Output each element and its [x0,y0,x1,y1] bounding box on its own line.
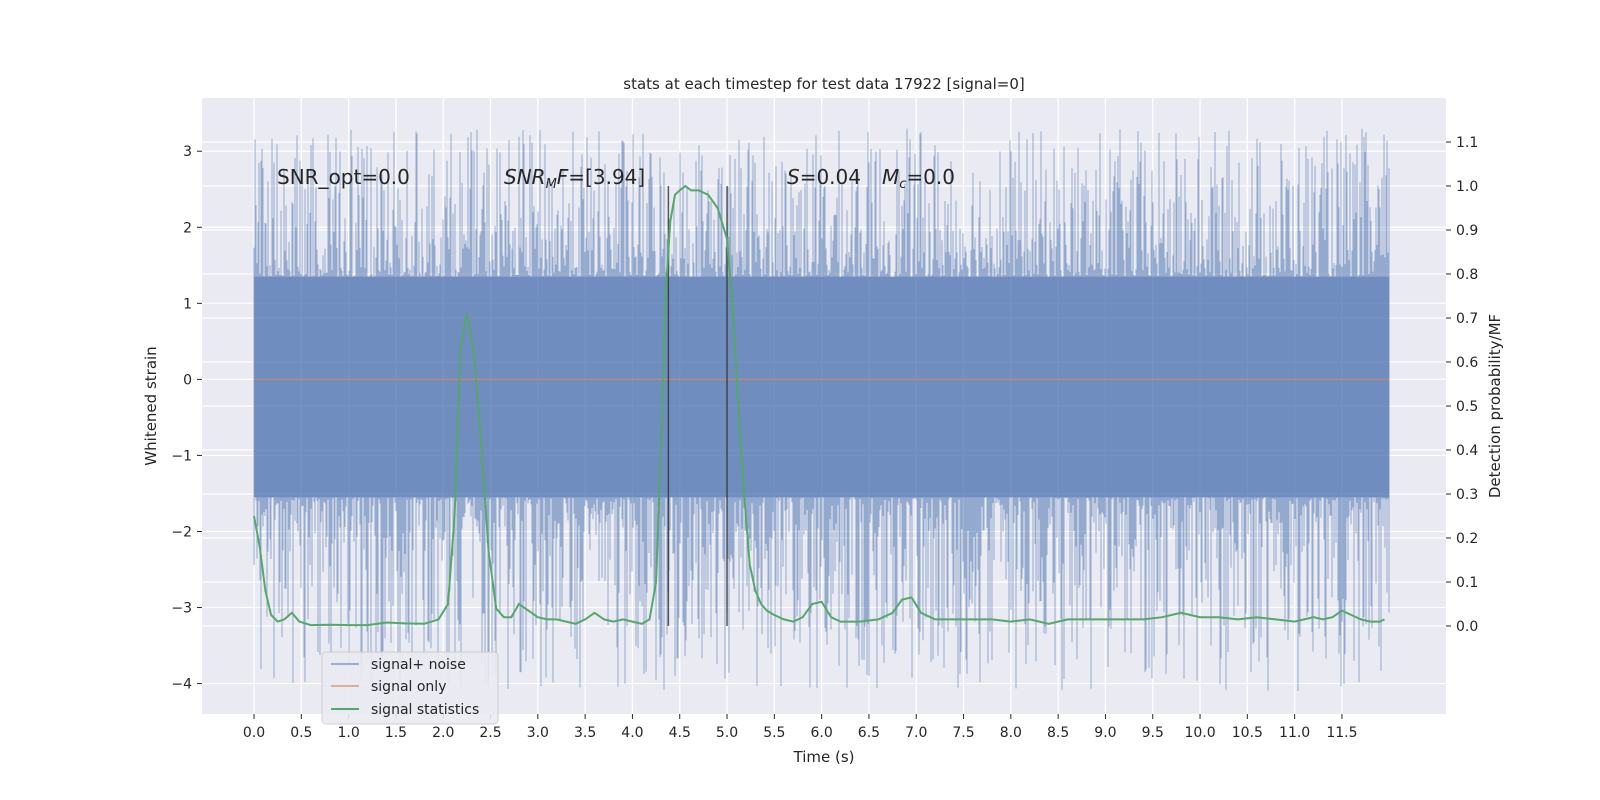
x-tick-label: 5.5 [763,725,785,741]
x-axis-ticks: 0.0 0.5 1.0 1.5 2.0 2.5 3.0 3.5 4.0 4.5 5.0 5.5 6.0 6… [243,714,1358,741]
y-left-tick-label: 1 [183,296,192,312]
annotation-mc-sub: c [899,177,906,192]
y-left-tick-label: 3 [183,144,192,160]
y-right-tick-label: 0.5 [1456,399,1478,415]
annotation-s-value: =0.04 [800,165,861,189]
x-tick-label: 4.5 [669,725,691,741]
series-signal-statistics [253,184,1385,627]
y-left-tick-label: −4 [171,677,192,693]
y-right-tick-label: 0.6 [1456,355,1478,371]
y-left-tick-label: 0 [183,372,192,388]
x-tick-label: 7.5 [952,725,974,741]
annotation-snr-mf-base: SNR [504,165,546,189]
annotation-snr-mf-sub: M [546,177,557,192]
y-right-tick-label: 0.4 [1456,443,1478,459]
y-right-tick-label: 0.3 [1456,487,1478,503]
y-left-tick-label: −3 [171,601,192,617]
y-right-tick-label: 1.0 [1456,179,1478,195]
x-tick-label: 5.0 [716,725,738,741]
chart-title: stats at each timestep for test data 179… [623,75,1024,93]
x-tick-label: 7.0 [905,725,927,741]
legend: signal+ noise signal only signal statist… [321,651,499,725]
legend-label-signal-plus-noise: signal+ noise [371,657,466,673]
annotation-snr-mf-value: =[3.94] [568,165,645,189]
annotation-s-base: S [787,165,800,189]
y-right-tick-label: 0.1 [1456,575,1478,591]
y-right-tick-label: 0.0 [1456,619,1478,635]
x-tick-label: 0.0 [243,725,265,741]
y-right-tick-label: 0.2 [1456,531,1478,547]
x-tick-label: 4.0 [621,725,643,741]
annotation-snr-mf-f: F [557,165,569,189]
y-right-tick-label: 0.9 [1456,223,1478,239]
x-tick-label: 3.5 [574,725,596,741]
x-tick-label: 1.0 [337,725,359,741]
x-tick-label: 2.5 [479,725,501,741]
annotation-snr-mf: SNRMF=[3.94] [504,165,645,192]
y-right-axis-ticks: 0.0 0.1 0.2 0.3 0.4 0.5 0.6 0.7 0.8 0.9 1.0 1.1 [1446,135,1478,635]
y-left-tick-label: −2 [171,524,192,540]
y-left-axis-label: Whitened strain [142,346,160,465]
x-tick-label: 11.5 [1326,725,1357,741]
x-tick-label: 3.0 [527,725,549,741]
x-tick-label: 8.0 [1000,725,1022,741]
annotation-mc-base: M [882,165,899,189]
y-left-axis-ticks: −4 −3 −2 −1 0 1 2 3 [171,144,202,693]
y-left-tick-label: 2 [183,220,192,236]
x-tick-label: 8.5 [1047,725,1069,741]
legend-label-signal-statistics: signal statistics [371,702,479,718]
annotation-mc: Mc=0.0 [882,165,955,192]
x-tick-label: 6.0 [811,725,833,741]
y-right-tick-label: 0.8 [1456,267,1478,283]
x-tick-label: 0.5 [290,725,312,741]
x-tick-label: 9.5 [1142,725,1164,741]
x-tick-label: 9.0 [1094,725,1116,741]
y-right-tick-label: 0.7 [1456,311,1478,327]
annotation-mc-value: =0.0 [906,165,955,189]
annotation-s: S=0.04 [787,165,861,189]
legend-box [321,651,499,725]
x-tick-label: 10.0 [1184,725,1215,741]
x-tick-label: 11.0 [1279,725,1310,741]
x-axis-label: Time (s) [793,748,855,766]
legend-label-signal-only: signal only [371,679,446,695]
y-left-tick-label: −1 [171,448,192,464]
series-signal-plus-noise [253,128,1390,691]
x-tick-label: 10.5 [1232,725,1263,741]
annotation-snr-opt: SNR_opt=0.0 [277,165,410,189]
x-tick-label: 2.0 [432,725,454,741]
y-right-axis-label: Detection probability/MF [1486,314,1504,498]
x-tick-label: 1.5 [385,725,407,741]
y-right-tick-label: 1.1 [1456,135,1478,151]
x-tick-label: 6.5 [858,725,880,741]
noise-trace [253,128,1390,691]
